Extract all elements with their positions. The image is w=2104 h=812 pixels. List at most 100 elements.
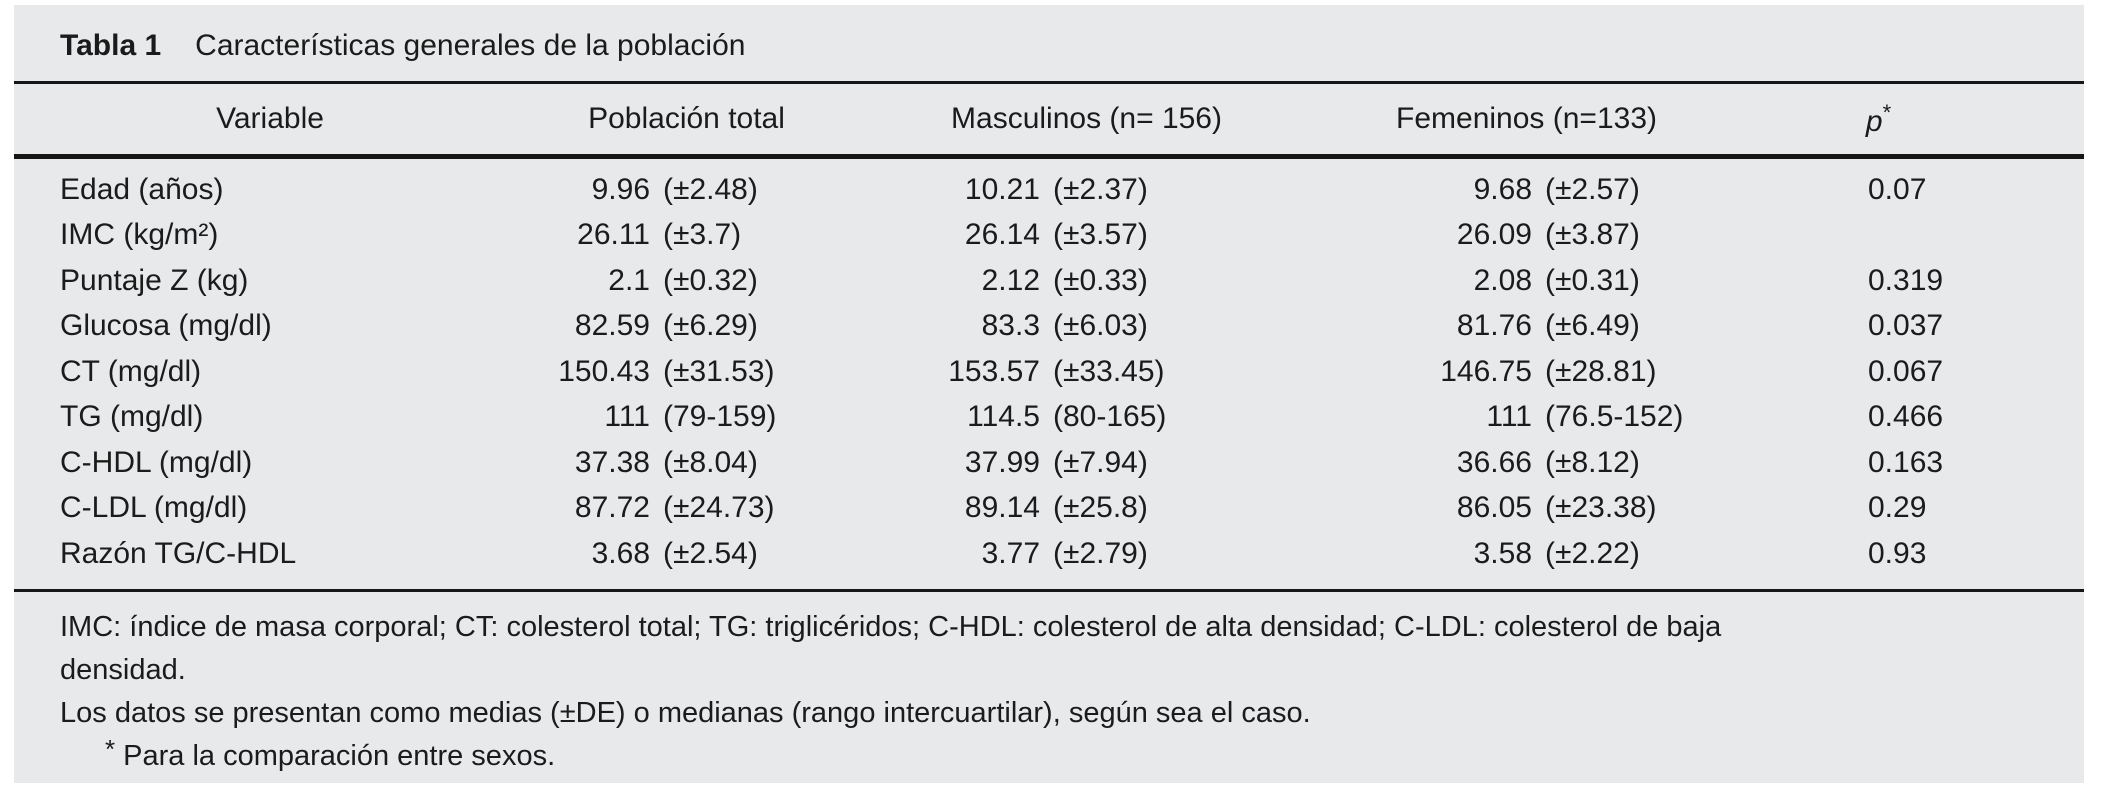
- female-spread: (±8.12): [1545, 445, 1640, 479]
- female-spread: (±3.87): [1545, 218, 1640, 252]
- female-spread: (±23.38): [1545, 491, 1657, 525]
- table-header: Variable Población total Masculinos (n= …: [60, 84, 1984, 154]
- female-spread: (±2.57): [1545, 172, 1640, 206]
- row-variable-label: C-HDL (mg/dl): [60, 445, 253, 479]
- rule-below-title: [14, 81, 2084, 84]
- table-row: Glucosa (mg/dl) 82.59 (±6.29) 83.3 (±6.0…: [60, 304, 1984, 350]
- female-value: 111: [1486, 400, 1532, 434]
- rule-below-body: [14, 588, 2084, 592]
- row-variable-label: Edad (años): [60, 172, 224, 206]
- male-spread: (±2.79): [1053, 536, 1148, 570]
- column-header-p: p*: [1773, 84, 1984, 154]
- table-row: Edad (años) 9.96 (±2.48) 10.21 (±2.37) 9…: [60, 167, 1984, 213]
- row-variable-label: IMC (kg/m²): [60, 218, 219, 252]
- total-spread: (±3.7): [663, 218, 742, 252]
- table-row: C-LDL (mg/dl) 87.72 (±24.73) 89.14 (±25.…: [60, 486, 1984, 532]
- male-spread: (±25.8): [1053, 491, 1148, 525]
- female-value: 146.75: [1440, 354, 1532, 388]
- male-spread: (±6.03): [1053, 309, 1148, 343]
- total-value: 26.11: [577, 218, 650, 252]
- male-value: 83.3: [981, 309, 1040, 343]
- male-value: 26.14: [964, 218, 1040, 252]
- female-value: 36.66: [1456, 445, 1532, 479]
- female-value: 9.68: [1473, 172, 1532, 206]
- male-value: 153.57: [948, 354, 1040, 388]
- male-value: 3.77: [981, 536, 1040, 570]
- row-variable-label: C-LDL (mg/dl): [60, 491, 248, 525]
- footnote-abbreviations-line2: densidad.: [60, 653, 186, 686]
- female-value: 81.76: [1456, 309, 1532, 343]
- p-value: 0.07: [1868, 172, 1927, 206]
- female-spread: (±6.49): [1545, 309, 1640, 343]
- footnotes: IMC: índice de masa corporal; CT: colest…: [60, 606, 2054, 778]
- male-value: 89.14: [964, 491, 1040, 525]
- total-value: 111: [604, 400, 650, 434]
- column-header-variable: Variable: [216, 102, 324, 135]
- table-row: Razón TG/C-HDL 3.68 (±2.54) 3.77 (±2.79)…: [60, 531, 1984, 577]
- row-variable-label: Glucosa (mg/dl): [60, 309, 272, 343]
- total-value: 87.72: [574, 491, 650, 525]
- footnote-abbreviations-line1: IMC: índice de masa corporal; CT: colest…: [60, 610, 1722, 643]
- male-value: 10.21: [964, 172, 1040, 206]
- total-spread: (79-159): [663, 400, 777, 434]
- row-variable-label: Puntaje Z (kg): [60, 263, 249, 297]
- table-row: C-HDL (mg/dl) 37.38 (±8.04) 37.99 (±7.94…: [60, 440, 1984, 486]
- p-value: 0.93: [1868, 536, 1927, 570]
- row-variable-label: Razón TG/C-HDL: [60, 536, 297, 570]
- female-spread: (±2.22): [1545, 536, 1640, 570]
- column-header-male: Masculinos (n= 156): [951, 102, 1222, 135]
- table-title-text: Características generales de la població…: [195, 29, 746, 62]
- female-value: 3.58: [1473, 536, 1532, 570]
- total-spread: (±6.29): [663, 309, 758, 343]
- p-value: 0.29: [1868, 491, 1927, 525]
- p-value: 0.067: [1868, 354, 1944, 388]
- total-spread: (±8.04): [663, 445, 758, 479]
- p-header-letter: p: [1865, 104, 1883, 138]
- p-header-asterisk: *: [1882, 99, 1892, 125]
- female-spread: (76.5-152): [1545, 400, 1684, 434]
- total-value: 3.68: [591, 536, 650, 570]
- male-spread: (±3.57): [1053, 218, 1148, 252]
- male-value: 37.99: [964, 445, 1040, 479]
- table-title: Tabla 1 Características generales de la …: [14, 5, 2084, 81]
- table-body: Edad (años) 9.96 (±2.48) 10.21 (±2.37) 9…: [60, 167, 1984, 577]
- column-header-total: Población total: [588, 102, 785, 135]
- male-value: 114.5: [967, 400, 1040, 434]
- p-value: 0.319: [1868, 263, 1944, 297]
- total-spread: (±2.54): [663, 536, 758, 570]
- total-value: 9.96: [591, 172, 650, 206]
- footnote-p-comparison-text: Para la comparación entre sexos.: [123, 739, 556, 772]
- table-row: TG (mg/dl) 111 (79-159) 114.5 (80-165) 1…: [60, 395, 1984, 441]
- total-value: 37.38: [574, 445, 650, 479]
- male-value: 2.12: [981, 263, 1040, 297]
- male-spread: (80-165): [1053, 400, 1167, 434]
- p-value: 0.037: [1868, 309, 1944, 343]
- female-value: 86.05: [1456, 491, 1532, 525]
- rule-below-header: [14, 154, 2084, 159]
- total-spread: (±2.48): [663, 172, 758, 206]
- table-title-label: Tabla 1: [60, 29, 162, 62]
- header-row: Variable Población total Masculinos (n= …: [60, 84, 1984, 154]
- table-card: Tabla 1 Características generales de la …: [14, 5, 2084, 783]
- total-spread: (±0.32): [663, 263, 758, 297]
- p-value: 0.163: [1868, 445, 1944, 479]
- table-row: CT (mg/dl) 150.43 (±31.53) 153.57 (±33.4…: [60, 349, 1984, 395]
- female-spread: (±0.31): [1545, 263, 1640, 297]
- male-spread: (±2.37): [1053, 172, 1148, 206]
- footnote-p-comparison: * Para la comparación entre sexos.: [60, 734, 2054, 778]
- footnote-asterisk-marker: *: [105, 733, 116, 764]
- female-value: 2.08: [1473, 263, 1532, 297]
- male-spread: (±0.33): [1053, 263, 1148, 297]
- row-variable-label: TG (mg/dl): [60, 400, 204, 434]
- total-spread: (±24.73): [663, 491, 775, 525]
- total-value: 82.59: [574, 309, 650, 343]
- table-row: IMC (kg/m²) 26.11 (±3.7) 26.14 (±3.57) 2…: [60, 213, 1984, 259]
- row-variable-label: CT (mg/dl): [60, 354, 202, 388]
- total-value: 150.43: [558, 354, 650, 388]
- male-spread: (±7.94): [1053, 445, 1148, 479]
- column-header-female: Femeninos (n=133): [1396, 102, 1657, 135]
- female-value: 26.09: [1456, 218, 1532, 252]
- total-spread: (±31.53): [663, 354, 775, 388]
- table-row: Puntaje Z (kg) 2.1 (±0.32) 2.12 (±0.33) …: [60, 258, 1984, 304]
- footnote-data-presentation: Los datos se presentan como medias (±DE)…: [60, 696, 1311, 729]
